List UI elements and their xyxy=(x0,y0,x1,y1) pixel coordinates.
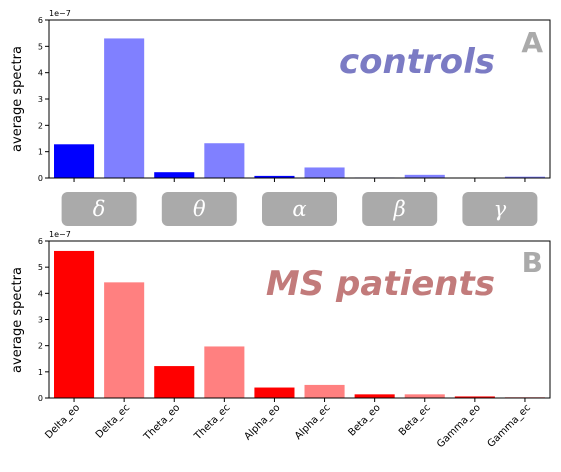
ytick-label: 4 xyxy=(38,289,43,298)
bar-beta-ec xyxy=(404,394,445,398)
xtick-label: Beta_eo xyxy=(346,402,382,438)
ytick-label: 6 xyxy=(38,237,43,246)
band-box xyxy=(262,192,337,226)
band-box xyxy=(362,192,438,226)
ytick-label: 3 xyxy=(38,316,43,325)
band-label: δ xyxy=(93,197,106,221)
bar-beta-eo xyxy=(354,394,395,398)
band-box xyxy=(61,192,137,226)
ytick-label: 4 xyxy=(38,69,43,78)
ytick-label: 5 xyxy=(38,42,43,51)
ytick-label: 0 xyxy=(38,174,43,183)
band-box xyxy=(161,192,237,226)
ytick-label: 5 xyxy=(38,263,43,272)
xtick-label: Gamma_eo xyxy=(435,402,483,450)
bar-delta-eo xyxy=(54,250,95,398)
xtick-label: Theta_eo xyxy=(141,402,182,443)
bar-alpha-ec xyxy=(304,167,345,178)
bar-delta-ec xyxy=(104,282,145,398)
bar-alpha-eo xyxy=(254,175,295,178)
panel-a-bars xyxy=(54,38,545,178)
panel-a-yticks: 0 1 2 3 4 5 6 xyxy=(38,16,49,183)
panel-b-letter: B xyxy=(522,246,543,279)
bar-delta-ec xyxy=(104,38,145,178)
band-label: α xyxy=(292,197,306,221)
band-box xyxy=(462,192,538,226)
ytick-label: 1 xyxy=(38,148,43,157)
band-label: β xyxy=(393,197,406,221)
ytick-label: 2 xyxy=(38,342,43,351)
panel-b-offset-label: 1e−7 xyxy=(49,230,71,239)
panel-b-ylabel: average spectra xyxy=(10,267,25,373)
panel-a-letter: A xyxy=(521,26,543,59)
panel-a-frame xyxy=(48,19,551,179)
panel-a: 0 1 2 3 4 5 6 average spectra 1e−7 controls A xyxy=(10,9,551,183)
bar-beta-ec xyxy=(404,174,445,178)
panel-b-frame xyxy=(48,240,551,399)
ytick-label: 1 xyxy=(38,368,43,377)
bar-gamma-ec xyxy=(504,176,545,178)
xtick-label: Alpha_ec xyxy=(293,402,333,442)
band-label: θ xyxy=(193,197,206,221)
bar-theta-eo xyxy=(154,366,195,398)
xtick-label: Gamma_ec xyxy=(486,402,533,449)
panel-b-annotation: MS patients xyxy=(266,264,495,304)
panel-b-xticks: Delta_eo Delta_ec Theta_eo Theta_ec Alpha_eo… xyxy=(43,398,533,450)
bar-alpha-eo xyxy=(254,387,295,398)
band-label: γ xyxy=(494,197,507,221)
bar-gamma-eo xyxy=(454,396,495,398)
xtick-label: Delta_eo xyxy=(43,402,82,441)
bar-alpha-ec xyxy=(304,384,345,398)
xtick-label: Theta_ec xyxy=(192,402,233,443)
xtick-label: Delta_ec xyxy=(94,402,132,440)
bar-theta-eo xyxy=(154,172,195,178)
panel-b-yticks: 0 1 2 3 4 5 6 xyxy=(38,237,49,403)
bar-theta-ec xyxy=(204,143,245,178)
panel-a-ylabel: average spectra xyxy=(10,46,25,152)
ytick-label: 3 xyxy=(38,95,43,104)
panel-b: 0 1 2 3 4 5 6 Delta_eo Delta_ec Theta_eo Theta_ec… xyxy=(10,230,551,450)
xtick-label: Beta_ec xyxy=(397,402,433,438)
bar-theta-ec xyxy=(204,346,245,398)
panel-a-offset-label: 1e−7 xyxy=(49,9,71,18)
xtick-label: Alpha_eo xyxy=(242,402,282,442)
ytick-label: 0 xyxy=(38,394,43,403)
ytick-label: 6 xyxy=(38,16,43,25)
panel-a-annotation: controls xyxy=(339,42,495,82)
panel-a-xticks xyxy=(73,178,526,182)
bar-delta-eo xyxy=(54,144,95,178)
ytick-label: 2 xyxy=(38,121,43,130)
panel-b-bars xyxy=(54,250,545,398)
